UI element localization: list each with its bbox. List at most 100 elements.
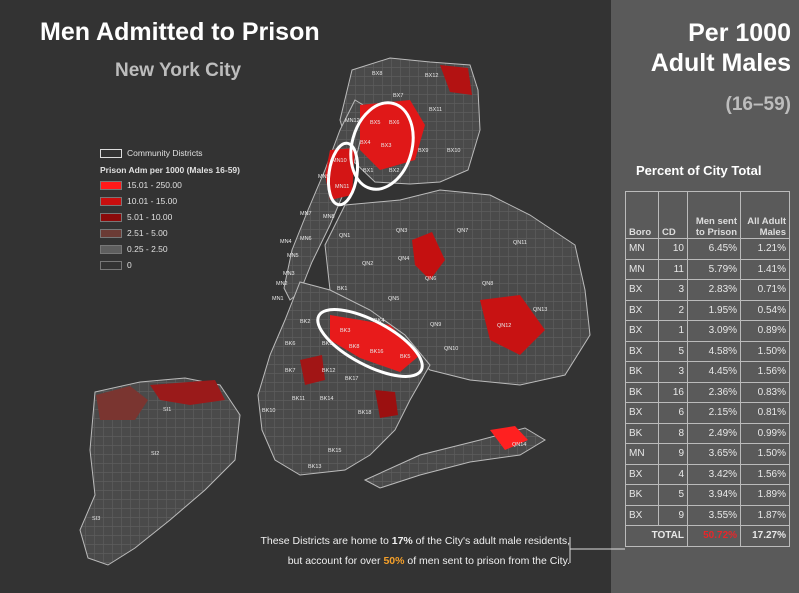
district-label: BX12 [425,73,438,79]
district-label: QN10 [444,346,458,352]
cell-all: 1.50% [740,340,790,362]
note-highlight-50: 50% [383,555,405,567]
cell-men: 3.42% [686,463,742,485]
table-row: BK 3 4.45% 1.56% [625,361,790,383]
col-men-header: Men sent to Prison [686,191,742,239]
cell-boro: BX [625,279,659,301]
district-label: QN2 [362,261,373,267]
cell-men: 3.55% [686,504,742,526]
cell-boro: BK [625,422,659,444]
percent-table: Boro CD Men sent to Prison All Adult Mal… [625,191,790,547]
cell-men: 2.49% [686,422,742,444]
legend-title: Prison Adm per 1000 (Males 16-59) [100,165,240,175]
cell-all: 0.89% [740,320,790,342]
legend-class-label: 0.25 - 2.50 [127,244,168,254]
district-label: MN2 [276,281,288,287]
district-label: SI2 [151,451,159,457]
note-text: of the City's adult male residents, [412,535,570,547]
cell-boro: MN [625,258,659,280]
district-label: BK15 [328,448,341,454]
cell-cd: 8 [658,422,688,444]
cell-all: 0.99% [740,422,790,444]
district-label: MN7 [300,211,312,217]
legend-swatch [100,261,122,271]
legend-districts-label: Community Districts [127,148,203,158]
table-caption: Percent of City Total [636,163,762,178]
cell-men: 6.45% [686,238,742,260]
staten-island-shape [79,377,241,566]
cell-men: 4.58% [686,340,742,362]
total-label: TOTAL [625,525,688,547]
district-label: BK12 [322,368,335,374]
district-label: BK8 [349,344,359,350]
cell-boro: BX [625,340,659,362]
district-label: BX9 [418,148,428,154]
table-row: MN 9 3.65% 1.50% [625,443,790,465]
highlight-circles [316,101,424,378]
table-row: BK 16 2.36% 0.83% [625,381,790,403]
legend-class-label: 5.01 - 10.00 [127,212,173,222]
district-label: MN4 [280,239,292,245]
cell-men: 2.15% [686,402,742,424]
district-label: QN7 [457,228,468,234]
cell-men: 5.79% [686,258,742,280]
district-label: QN14 [512,442,526,448]
table-row: BX 2 1.95% 0.54% [625,299,790,321]
district-label: MN6 [300,236,312,242]
cell-men: 3.94% [686,484,742,506]
district-label: BX5 [370,120,380,126]
district-label: QN4 [398,256,409,262]
district-label: MN5 [287,253,299,259]
district-label: QN3 [396,228,407,234]
district-label: BK2 [300,319,310,325]
cell-cd: 3 [658,279,688,301]
map-subtitle: New York City [115,60,242,81]
district-label: MN12 [345,118,360,124]
cell-all: 1.89% [740,484,790,506]
district-label: BX3 [381,143,391,149]
district-label: BK4 [374,318,384,324]
district-label: QN8 [482,281,493,287]
legend-class: 0.25 - 2.50 [100,244,168,255]
nyc-map: BX8 BX12 BX7 BX11 BX5 BX6 BX10 BX4 BX3 B… [79,57,591,566]
district-label: BX11 [429,107,442,113]
cell-all: 0.71% [740,279,790,301]
cell-cd: 3 [658,361,688,383]
cell-cd: 5 [658,484,688,506]
col-cd-header: CD [658,191,688,239]
summary-note: These Districts are home to 17% of the C… [200,531,570,571]
age-range: (16–59) [725,94,792,115]
note-line-1: These Districts are home to 17% of the C… [200,531,570,551]
legend-swatch [100,245,122,255]
table-header-row: Boro CD Men sent to Prison All Adult Mal… [625,191,790,239]
note-highlight-17: 17% [391,535,413,547]
legend-districts: Community Districts [100,148,203,159]
table-row: BX 9 3.55% 1.87% [625,504,790,526]
legend-swatch [100,229,122,239]
district-label: BK1 [337,286,347,292]
cell-men: 2.36% [686,381,742,403]
cell-cd: 10 [658,238,688,260]
cell-all: 1.87% [740,504,790,526]
district-label: QN6 [425,276,436,282]
legend-class: 5.01 - 10.00 [100,212,172,223]
cell-cd: 2 [658,299,688,321]
legend-class-label: 10.01 - 15.00 [127,196,178,206]
district-label: MN11 [335,184,349,190]
cell-all: 1.41% [740,258,790,280]
cell-all: 1.56% [740,463,790,485]
cell-cd: 5 [658,340,688,362]
cell-cd: 16 [658,381,688,403]
district-label: BK10 [262,408,275,414]
district-label: BK18 [358,410,371,416]
table-total-row: TOTAL 50.72% 17.27% [625,525,790,547]
table-row: BX 6 2.15% 0.81% [625,402,790,424]
table-row: BX 3 2.83% 0.71% [625,279,790,301]
rate-title: Per 1000 Adult Males [611,18,791,78]
table-row: BK 5 3.94% 1.89% [625,484,790,506]
district-label: BK13 [308,464,321,470]
cell-all: 0.83% [740,381,790,403]
cell-cd: 4 [658,463,688,485]
cell-boro: BX [625,402,659,424]
district-label: MN10 [332,158,347,164]
